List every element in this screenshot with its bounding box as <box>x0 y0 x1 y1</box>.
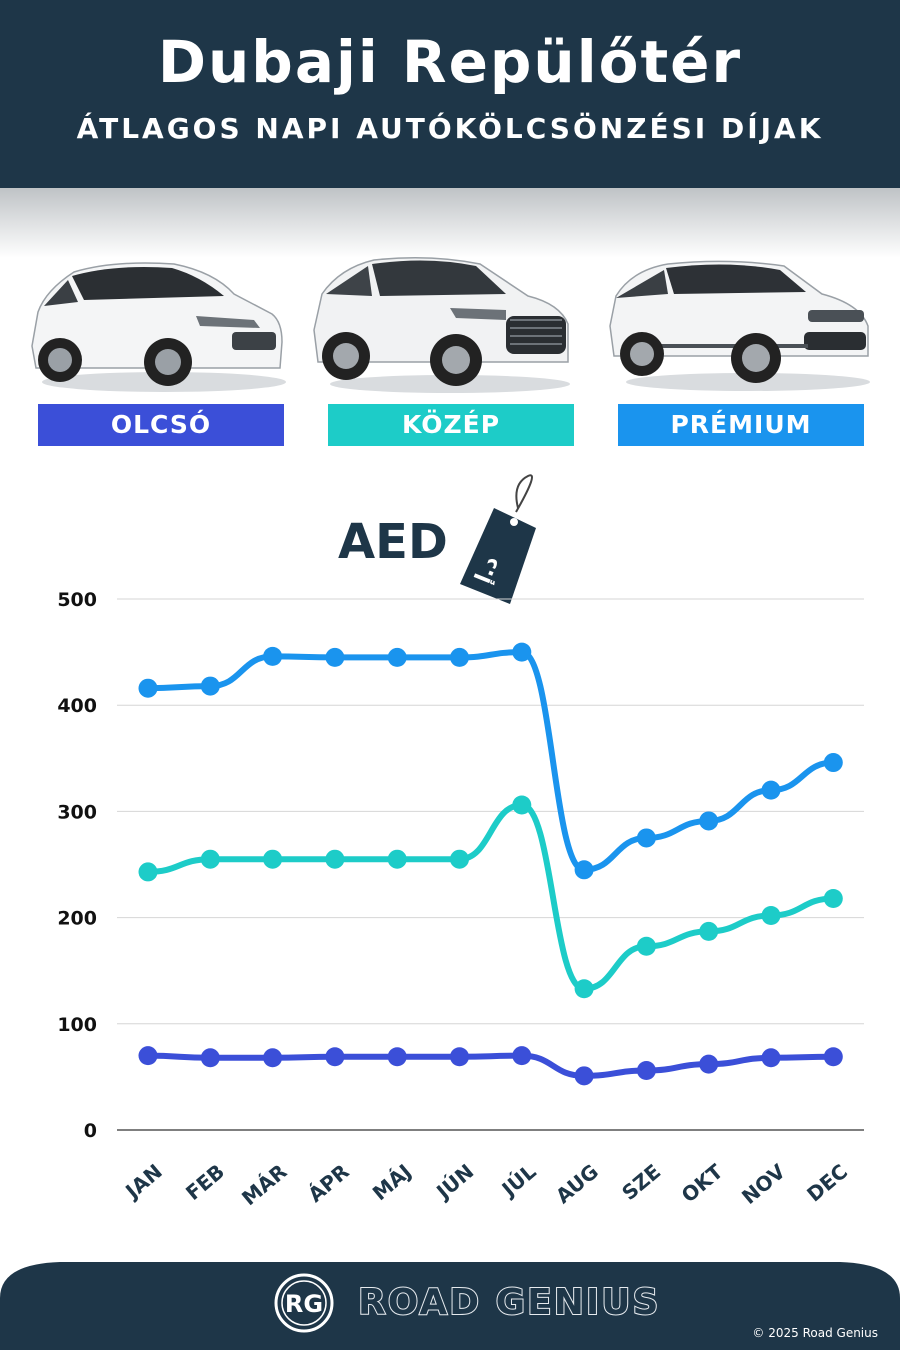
data-point <box>512 1046 532 1066</box>
copyright-text: © 2025 Road Genius <box>752 1326 878 1340</box>
brand-name: ROAD GENIUS <box>357 1281 661 1324</box>
data-point <box>761 780 781 800</box>
x-tick-label: SZE <box>617 1159 665 1205</box>
data-point <box>387 1047 407 1067</box>
y-tick-label: 200 <box>57 908 97 930</box>
data-point <box>263 849 283 869</box>
series-line <box>145 1052 837 1079</box>
category-label-premium: PRÉMIUM <box>618 404 864 446</box>
data-point <box>574 860 594 880</box>
data-point <box>574 1066 594 1086</box>
data-point <box>636 1061 656 1081</box>
luxury-suv-car-icon <box>608 250 870 400</box>
data-point <box>512 642 532 662</box>
data-point <box>450 849 469 869</box>
category-label-mid: KÖZÉP <box>328 404 574 446</box>
data-point <box>823 1047 843 1067</box>
data-point <box>200 1048 220 1068</box>
data-point <box>200 849 220 869</box>
data-point <box>200 676 220 696</box>
x-tick-label: OKT <box>677 1159 728 1207</box>
logo-text: RG <box>285 1290 323 1318</box>
footer <box>0 1258 900 1350</box>
data-point <box>699 921 719 941</box>
series-line <box>145 802 837 992</box>
x-tick-label: NOV <box>737 1159 790 1209</box>
data-point <box>512 795 532 815</box>
data-point <box>823 753 843 773</box>
data-point <box>823 888 843 908</box>
y-tick-label: 400 <box>57 695 97 717</box>
data-point <box>387 647 407 667</box>
data-point <box>636 936 656 956</box>
header-shadow <box>0 188 900 258</box>
x-tick-label: DEC <box>802 1159 852 1206</box>
x-tick-label: MÁJ <box>368 1159 416 1205</box>
data-point <box>138 862 158 882</box>
x-tick-label: ÁPR <box>303 1159 353 1207</box>
y-tick-label: 500 <box>57 589 97 611</box>
x-tick-label: FEB <box>181 1159 229 1205</box>
data-point <box>574 979 594 999</box>
y-tick-label: 0 <box>84 1120 97 1142</box>
data-point <box>138 678 158 698</box>
page-subtitle: ÁTLAGOS NAPI AUTÓKÖLCSÖNZÉSI DÍJAK <box>76 112 824 145</box>
data-point <box>636 828 656 848</box>
data-point <box>138 1046 158 1066</box>
data-point <box>699 811 719 831</box>
page-title: Dubaji Repülőtér <box>157 28 743 96</box>
road-genius-logo-icon: RG <box>274 1273 334 1333</box>
price-tag-icon <box>460 474 536 604</box>
x-tick-label: JÚL <box>496 1159 541 1202</box>
x-tick-label: JAN <box>119 1159 166 1204</box>
data-point <box>325 647 345 667</box>
data-point <box>761 905 781 925</box>
data-point <box>450 1047 469 1067</box>
x-tick-label: AUG <box>551 1159 603 1208</box>
x-tick-label: JÚN <box>430 1159 478 1205</box>
category-label-cheap: OLCSÓ <box>38 404 284 446</box>
unit-label: AED <box>338 514 448 570</box>
data-point <box>325 1047 345 1067</box>
data-point <box>450 647 469 667</box>
data-point <box>325 849 345 869</box>
y-tick-label: 300 <box>57 801 97 823</box>
data-point <box>263 1048 283 1068</box>
header-banner <box>0 0 900 188</box>
data-point <box>263 646 283 666</box>
data-point <box>761 1048 781 1068</box>
data-point <box>387 849 407 869</box>
hatchback-car-icon <box>24 250 286 400</box>
y-tick-label: 100 <box>57 1014 97 1036</box>
suv-car-icon <box>310 250 572 400</box>
x-tick-label: MÁR <box>237 1159 291 1210</box>
data-point <box>699 1054 719 1074</box>
